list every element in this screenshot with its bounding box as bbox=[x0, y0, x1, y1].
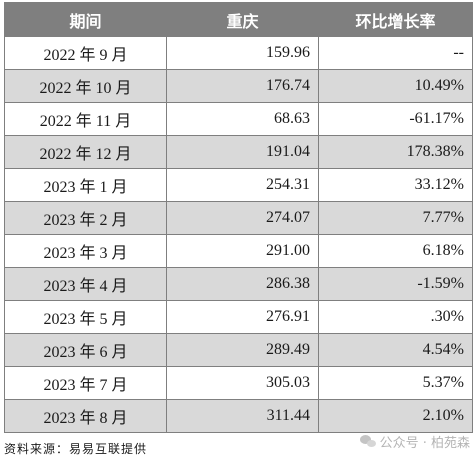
value-cell: 305.03 bbox=[166, 366, 319, 400]
growth-cell: 6.18% bbox=[318, 234, 473, 268]
period-cell: 2023 年 4 月 bbox=[4, 267, 167, 301]
period-cell: 2023 年 2 月 bbox=[4, 201, 167, 235]
growth-cell: -1.59% bbox=[318, 267, 473, 301]
period-cell: 2023 年 1 月 bbox=[4, 168, 167, 202]
period-cell: 2022 年 11 月 bbox=[4, 102, 167, 136]
table-row: 2023 年 6 月 289.49 4.54% bbox=[4, 333, 473, 367]
table-header-row: 期间 重庆 环比增长率 bbox=[4, 2, 473, 37]
table-row: 2022 年 12 月 191.04 178.38% bbox=[4, 135, 473, 169]
watermark-text: 公众号 · 柏苑森 bbox=[379, 436, 470, 451]
header-period: 期间 bbox=[4, 2, 167, 37]
period-cell: 2022 年 9 月 bbox=[4, 36, 167, 70]
source-note: 资料来源：易易互联提供 bbox=[4, 442, 148, 456]
table-row: 2023 年 8 月 311.44 2.10% bbox=[4, 399, 473, 433]
period-cell: 2022 年 12 月 bbox=[4, 135, 167, 169]
growth-cell: 178.38% bbox=[318, 135, 473, 169]
value-cell: 176.74 bbox=[166, 69, 319, 103]
value-cell: 159.96 bbox=[166, 36, 319, 70]
growth-cell: -61.17% bbox=[318, 102, 473, 136]
header-chongqing: 重庆 bbox=[166, 2, 319, 37]
table-row: 2022 年 10 月 176.74 10.49% bbox=[4, 69, 473, 103]
watermark: 公众号 · 柏苑森 bbox=[359, 432, 470, 451]
growth-cell: .30% bbox=[318, 300, 473, 334]
growth-cell: 2.10% bbox=[318, 399, 473, 433]
value-cell: 276.91 bbox=[166, 300, 319, 334]
growth-cell: 4.54% bbox=[318, 333, 473, 367]
period-cell: 2022 年 10 月 bbox=[4, 69, 167, 103]
table-row: 2023 年 5 月 276.91 .30% bbox=[4, 300, 473, 334]
growth-cell: 10.49% bbox=[318, 69, 473, 103]
growth-cell: 5.37% bbox=[318, 366, 473, 400]
growth-cell: 7.77% bbox=[318, 201, 473, 235]
period-cell: 2023 年 6 月 bbox=[4, 333, 167, 367]
period-cell: 2023 年 5 月 bbox=[4, 300, 167, 334]
value-cell: 289.49 bbox=[166, 333, 319, 367]
data-table: 期间 重庆 环比增长率 2022 年 9 月 159.96 -- 2022 年 … bbox=[4, 2, 473, 433]
value-cell: 311.44 bbox=[166, 399, 319, 433]
value-cell: 254.31 bbox=[166, 168, 319, 202]
value-cell: 274.07 bbox=[166, 201, 319, 235]
header-mom-growth: 环比增长率 bbox=[318, 2, 473, 37]
growth-cell: 33.12% bbox=[318, 168, 473, 202]
value-cell: 286.38 bbox=[166, 267, 319, 301]
period-cell: 2023 年 7 月 bbox=[4, 366, 167, 400]
table-row: 2022 年 9 月 159.96 -- bbox=[4, 36, 473, 70]
table-row: 2023 年 4 月 286.38 -1.59% bbox=[4, 267, 473, 301]
growth-cell: -- bbox=[318, 36, 473, 70]
wechat-icon bbox=[359, 435, 376, 448]
period-cell: 2023 年 3 月 bbox=[4, 234, 167, 268]
value-cell: 68.63 bbox=[166, 102, 319, 136]
period-cell: 2023 年 8 月 bbox=[4, 399, 167, 433]
value-cell: 291.00 bbox=[166, 234, 319, 268]
table-row: 2023 年 7 月 305.03 5.37% bbox=[4, 366, 473, 400]
table-row: 2023 年 1 月 254.31 33.12% bbox=[4, 168, 473, 202]
value-cell: 191.04 bbox=[166, 135, 319, 169]
table-row: 2023 年 3 月 291.00 6.18% bbox=[4, 234, 473, 268]
table-row: 2023 年 2 月 274.07 7.77% bbox=[4, 201, 473, 235]
table-row: 2022 年 11 月 68.63 -61.17% bbox=[4, 102, 473, 136]
